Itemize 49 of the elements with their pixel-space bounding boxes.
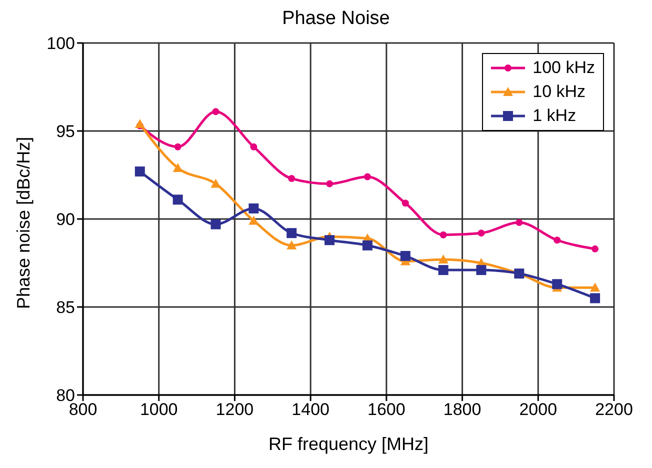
- point: [210, 178, 221, 188]
- point: [210, 219, 221, 230]
- point: [286, 240, 297, 250]
- point: [362, 240, 372, 250]
- point: [134, 166, 145, 176]
- legend-label: 10 kHz: [532, 81, 586, 103]
- point: [172, 194, 183, 205]
- x-tick-label: 800: [68, 400, 98, 420]
- point: [590, 282, 600, 292]
- chart-title: Phase Noise: [281, 8, 391, 30]
- point: [592, 245, 599, 252]
- legend-label: 1 kHz: [532, 105, 576, 127]
- point: [440, 231, 447, 238]
- y-tick-label: 100: [46, 34, 75, 54]
- point: [134, 118, 145, 128]
- x-axis-title: RF frequency [MHz]: [268, 434, 429, 454]
- point: [552, 279, 562, 290]
- point: [478, 230, 485, 237]
- x-tick-label: 2200: [595, 400, 633, 420]
- x-tick-label: 1400: [292, 400, 330, 420]
- point: [516, 219, 523, 226]
- point: [174, 143, 182, 150]
- point: [286, 228, 297, 238]
- point: [364, 173, 371, 180]
- point: [324, 235, 335, 246]
- x-tick-label: 1800: [443, 400, 482, 420]
- point: [250, 143, 258, 150]
- legend-label: 100 kHz: [532, 57, 595, 79]
- y-tick-label: 95: [56, 122, 75, 142]
- point: [172, 162, 183, 172]
- point: [590, 293, 600, 304]
- point: [400, 250, 410, 261]
- x-tick-label: 1600: [368, 400, 406, 420]
- x-tick-label: 1000: [140, 400, 178, 420]
- point: [288, 175, 296, 182]
- point: [248, 203, 259, 214]
- y-tick-label: 85: [56, 298, 75, 318]
- x-tick-label: 2000: [519, 400, 558, 420]
- point: [326, 180, 334, 188]
- point: [212, 108, 220, 116]
- point: [554, 236, 561, 244]
- point: [476, 265, 486, 276]
- point: [402, 200, 409, 207]
- point: [438, 254, 448, 264]
- point: [438, 265, 448, 276]
- y-axis-title: Phase noise [dBc/Hz]: [13, 136, 34, 309]
- y-tick-label: 90: [56, 210, 75, 230]
- x-tick-label: 1200: [216, 400, 254, 420]
- point: [248, 216, 259, 225]
